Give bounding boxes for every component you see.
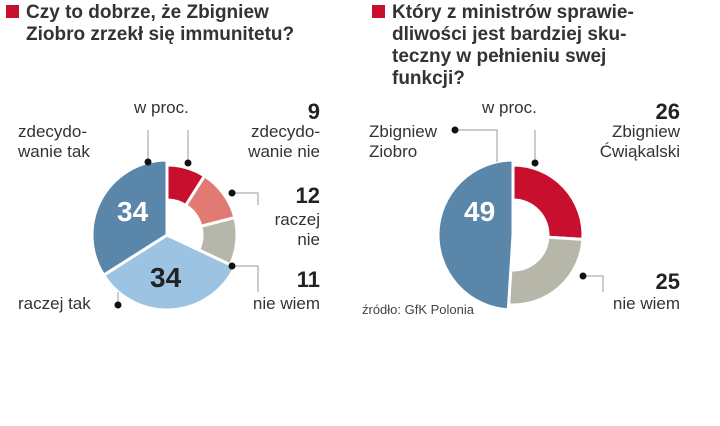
legend-label: Zbigniew Ćwiąkalski bbox=[599, 122, 680, 161]
left-unit: w proc. bbox=[134, 98, 189, 117]
value-label: 11 bbox=[296, 267, 320, 292]
leader-dot bbox=[451, 126, 459, 134]
leader-dot bbox=[228, 189, 236, 197]
leader-dot bbox=[184, 159, 192, 167]
legend-label: nie wiem bbox=[612, 294, 680, 313]
data-label: 34 bbox=[117, 196, 149, 227]
value-label: 26 bbox=[655, 99, 680, 124]
pie-slice bbox=[511, 163, 585, 241]
legend-label: raczej nie bbox=[274, 210, 320, 249]
source-note: źródło: GfK Polonia bbox=[362, 302, 475, 317]
bullet-icon bbox=[372, 5, 385, 18]
right-unit: w proc. bbox=[482, 98, 537, 117]
leader-line bbox=[583, 275, 604, 292]
pie-slice bbox=[101, 233, 237, 312]
legend-label: zdecydo-wanie nie bbox=[248, 122, 320, 161]
data-label: 34 bbox=[150, 262, 182, 293]
legend-label: raczej tak bbox=[18, 294, 91, 313]
data-label: 49 bbox=[464, 196, 496, 227]
left-chart-title: Czy to dobrze, że Zbigniew Ziobro zrzekł … bbox=[26, 2, 295, 45]
leader-line bbox=[455, 129, 498, 162]
pie-slice bbox=[90, 158, 169, 278]
pie-slice bbox=[436, 158, 515, 312]
leader-dot bbox=[531, 159, 539, 167]
right-chart-title: Który z ministrów sprawie-dliwości jest … bbox=[392, 2, 634, 89]
leader-dot bbox=[114, 301, 122, 309]
leader-dot bbox=[144, 158, 152, 166]
bullet-icon bbox=[6, 5, 19, 18]
legend-label: zdecydo-wanie tak bbox=[18, 122, 90, 161]
leader-line bbox=[232, 265, 259, 292]
value-label: 12 bbox=[295, 183, 320, 208]
legend-label: nie wiem bbox=[252, 294, 320, 313]
legend-label: Zbigniew Ziobro bbox=[369, 122, 438, 161]
leader-dot bbox=[579, 272, 587, 280]
value-label: 9 bbox=[307, 99, 320, 124]
pie-slice bbox=[507, 235, 585, 307]
value-label: 25 bbox=[655, 269, 680, 294]
leader-dot bbox=[228, 262, 236, 270]
leader-line bbox=[232, 192, 259, 205]
